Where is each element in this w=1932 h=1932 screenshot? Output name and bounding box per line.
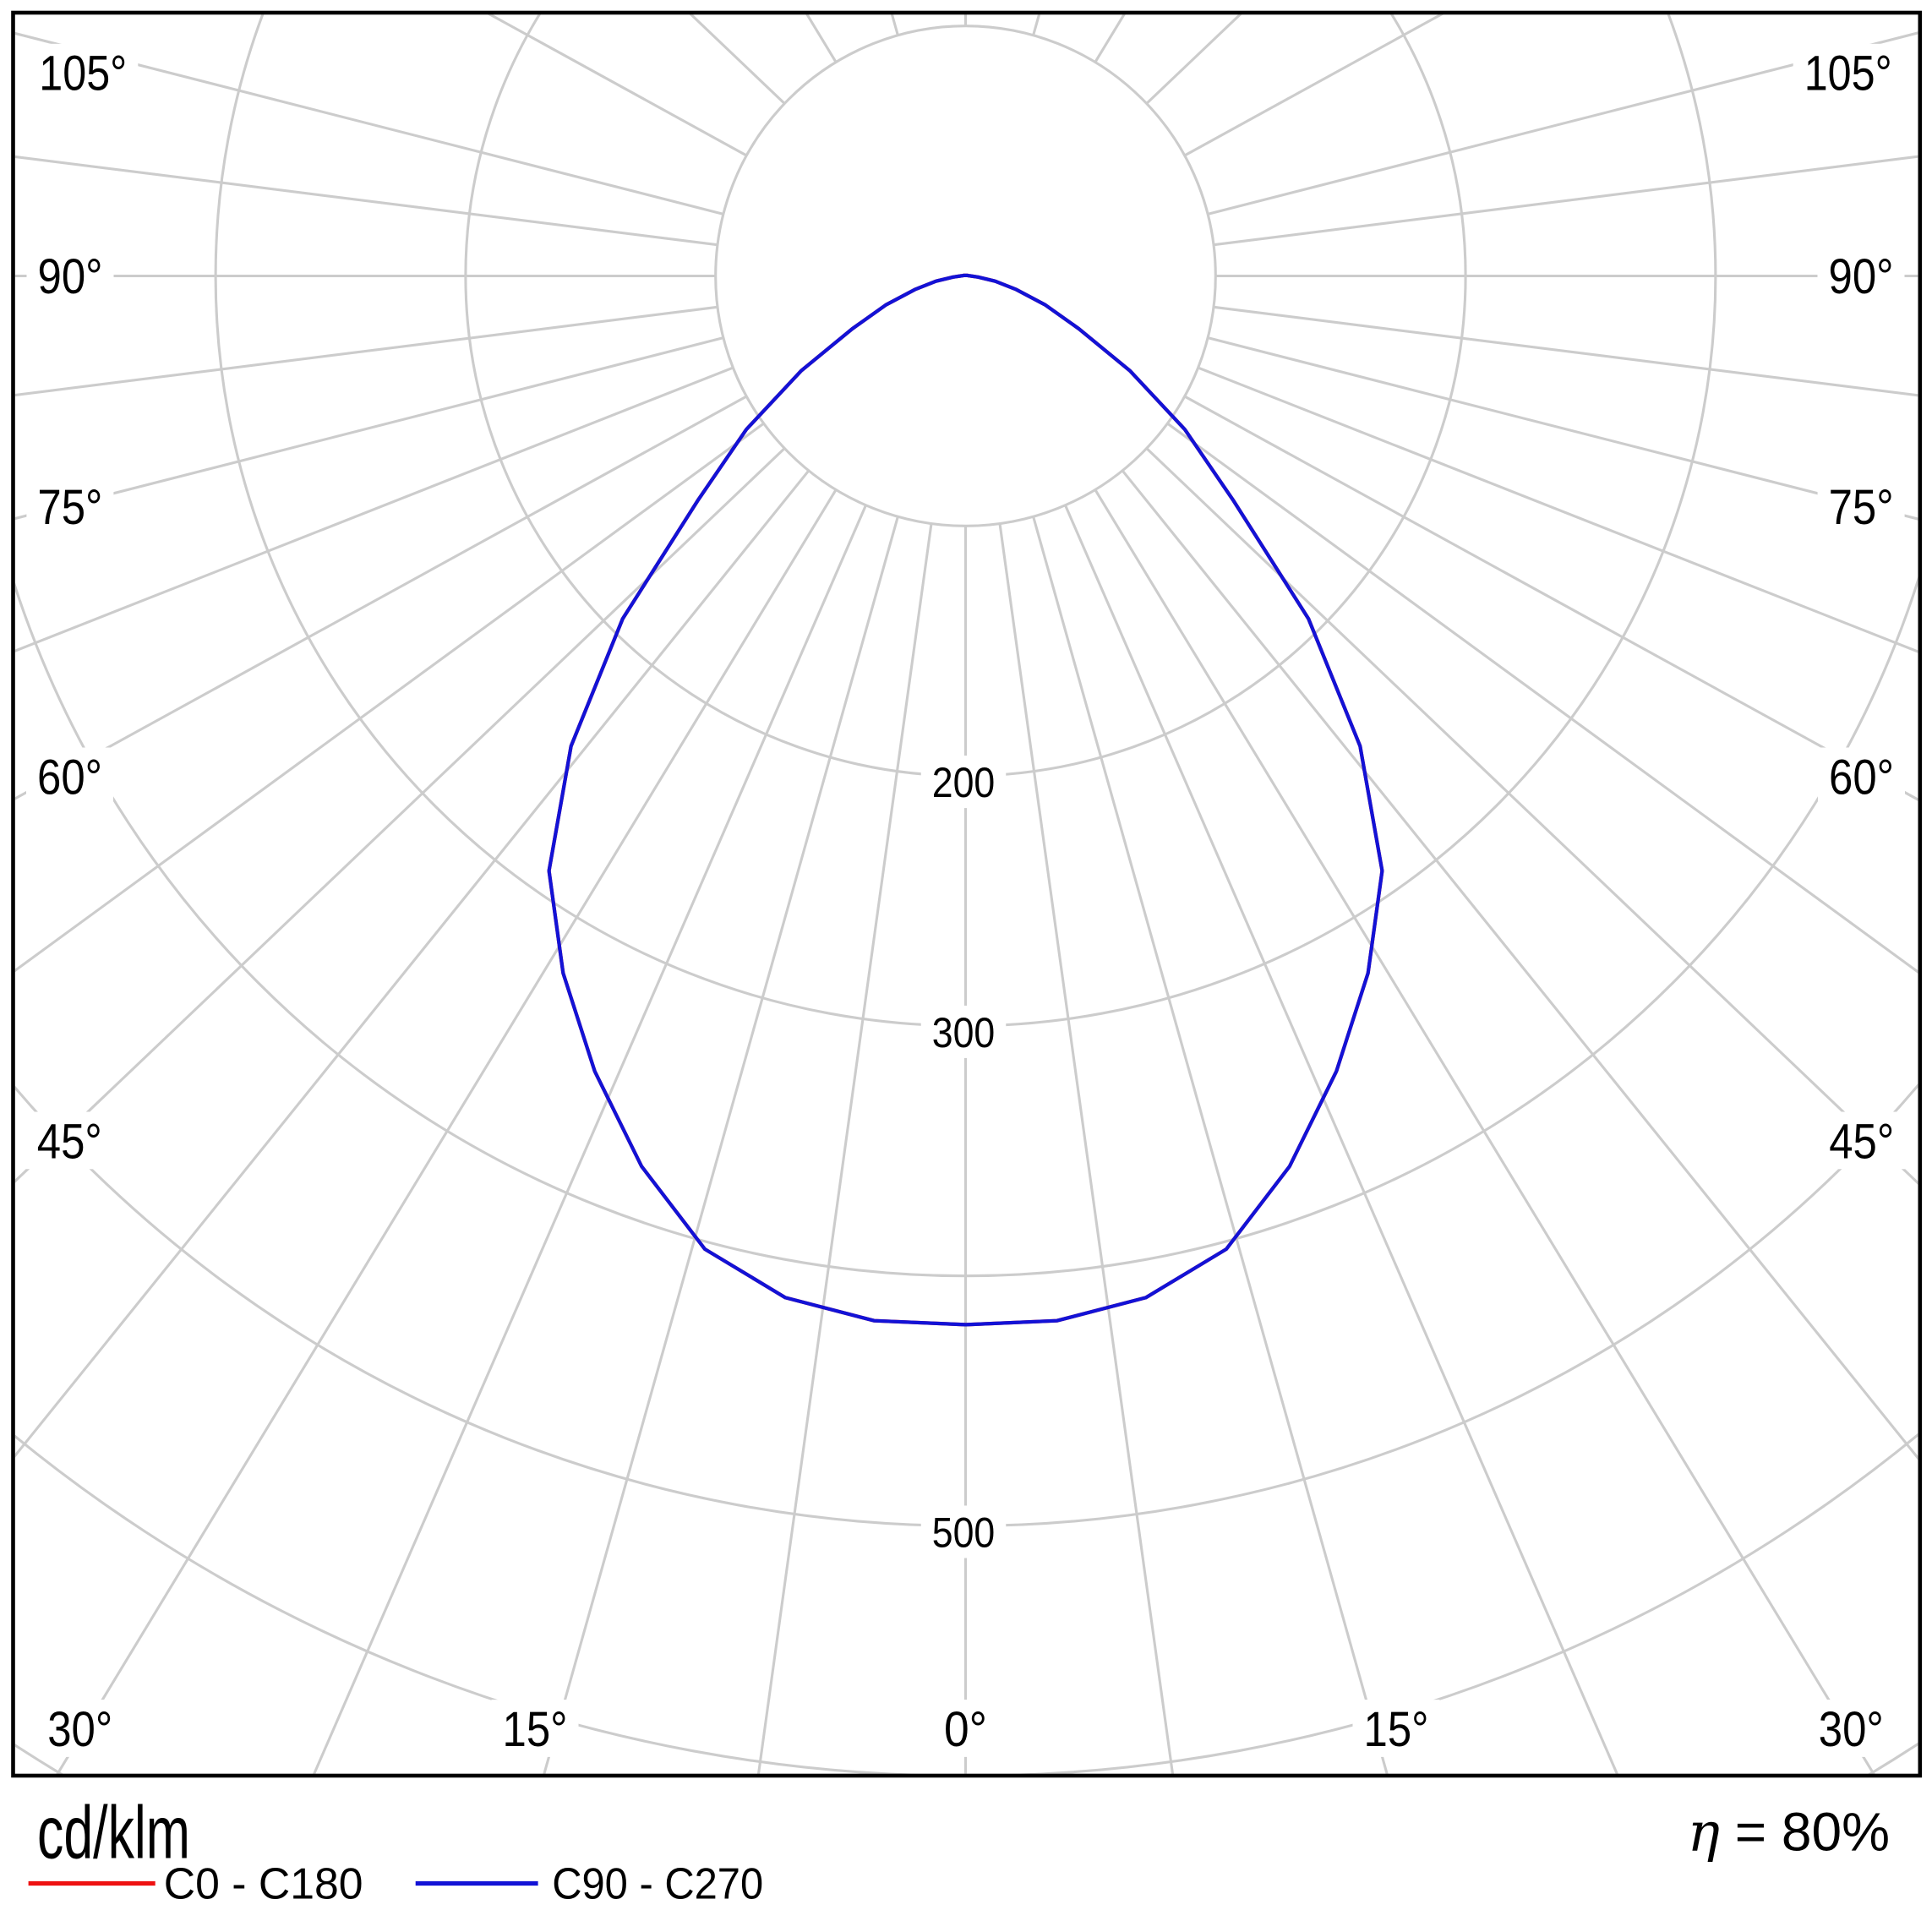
angle-label-right-105-halo bbox=[1793, 43, 1903, 101]
angle-tick-labels: 45° 45° 60° 60° 75° 75° 90° 90° 105° 105° 0° 15° 15°… bbox=[37, 46, 1894, 1757]
angle-label-left-60-halo bbox=[26, 747, 113, 805]
eta-symbol: η bbox=[1688, 1801, 1720, 1864]
angle-label-bottom-left-30-halo bbox=[36, 1700, 124, 1757]
grid-ray-R30 bbox=[1094, 488, 1875, 1774]
angle-label-bottom-left-0: 0° bbox=[944, 1702, 987, 1757]
grid-ray-L37.5 bbox=[14, 469, 810, 1458]
grid-ray-L67.5 bbox=[14, 366, 734, 652]
units-label: cd/klm bbox=[37, 1791, 190, 1875]
grid-ray-R60 bbox=[1183, 395, 1918, 801]
grid-ray-R37.5 bbox=[1121, 469, 1918, 1460]
angle-label-right-90: 90° bbox=[1829, 249, 1894, 304]
angle-label-right-60: 60° bbox=[1829, 750, 1894, 805]
legend: C0 - C180 C90 - C270 bbox=[28, 1859, 763, 1908]
curve-C90-C270 bbox=[547, 273, 1384, 1327]
angle-label-left-75: 75° bbox=[37, 480, 102, 535]
ring-value-labels: 200 300 500 bbox=[932, 759, 996, 1556]
ring-label-500: 500 bbox=[932, 1509, 996, 1557]
angle-label-left-90-halo bbox=[26, 247, 114, 304]
efficiency-value: = 80% bbox=[1720, 1801, 1890, 1862]
grid-ray-R52.5 bbox=[1166, 422, 1918, 974]
angle-label-right-75-halo bbox=[1817, 478, 1905, 536]
grid-ray-L52.5 bbox=[14, 422, 765, 973]
angle-label-right-90-halo bbox=[1817, 247, 1905, 304]
angle-label-right-60-halo bbox=[1818, 747, 1905, 805]
grid-ray-R45 bbox=[1145, 447, 1918, 1185]
angle-label-left-45: 45° bbox=[37, 1114, 102, 1169]
intensity-curves bbox=[547, 273, 1384, 1327]
grid-ray-L15 bbox=[543, 516, 899, 1774]
angle-label-bottom-right-30-halo bbox=[1807, 1700, 1895, 1757]
angle-label-bottom-left-15: 15° bbox=[503, 1702, 568, 1757]
ring-label-200-halo bbox=[920, 756, 1007, 809]
angle-label-bottom-right-15: 15° bbox=[1364, 1702, 1429, 1757]
grid-ray-R15 bbox=[1032, 516, 1389, 1774]
angle-label-left-75-halo bbox=[26, 478, 114, 536]
grid-ray-L60 bbox=[14, 395, 748, 800]
efficiency-label: η = 80% bbox=[1688, 1801, 1890, 1864]
angle-label-right-45-halo bbox=[1818, 1111, 1906, 1170]
grid-ray-L7.5 bbox=[756, 523, 933, 1774]
angle-label-right-105: 105° bbox=[1804, 46, 1892, 101]
ring-label-200: 200 bbox=[932, 759, 996, 806]
angle-label-right-45: 45° bbox=[1829, 1114, 1894, 1169]
angle-label-left-105: 105° bbox=[39, 46, 127, 101]
angle-label-bottom-right-15-halo bbox=[1352, 1700, 1440, 1757]
grid-ray-L105 bbox=[14, 31, 724, 216]
legend-label-c0-c180: C0 - C180 bbox=[164, 1859, 363, 1908]
grid-ray-R7.5 bbox=[998, 523, 1175, 1774]
angle-label-bottom-right-30: 30° bbox=[1819, 1702, 1884, 1757]
ring-label-500-halo bbox=[920, 1505, 1007, 1558]
grid-ray-R97.5 bbox=[1213, 155, 1918, 247]
grid-ray-R82.5 bbox=[1213, 305, 1918, 397]
grid-ray-L75 bbox=[14, 336, 724, 521]
ring-label-300-halo bbox=[920, 1005, 1007, 1058]
angle-label-bottom-left-0-halo bbox=[933, 1700, 998, 1757]
grid-ray-L97.5 bbox=[14, 155, 718, 247]
grid-ray-R67.5 bbox=[1198, 366, 1918, 653]
grid-ray-L82.5 bbox=[14, 305, 718, 397]
ring-label-300: 300 bbox=[932, 1009, 996, 1056]
legend-label-c90-c270: C90 - C270 bbox=[552, 1859, 763, 1908]
angle-label-left-105-halo bbox=[28, 43, 139, 101]
plot-frame bbox=[11, 10, 1923, 1778]
grid-ray-R75 bbox=[1207, 336, 1918, 521]
grid-ray-L30 bbox=[56, 488, 838, 1774]
angle-label-left-60: 60° bbox=[37, 750, 102, 805]
angle-label-bottom-left-15-halo bbox=[491, 1700, 579, 1757]
angle-label-left-90: 90° bbox=[38, 249, 103, 304]
grid-ray-R22.5 bbox=[1064, 505, 1619, 1774]
grid-ray-R105 bbox=[1207, 31, 1918, 216]
angle-label-right-75: 75° bbox=[1829, 480, 1894, 535]
angle-label-left-45-halo bbox=[25, 1111, 113, 1170]
label-halos bbox=[25, 43, 1906, 1757]
grid-ray-L22.5 bbox=[312, 505, 867, 1774]
grid-ray-L45 bbox=[14, 447, 786, 1183]
angle-label-bottom-left-30: 30° bbox=[47, 1702, 112, 1757]
